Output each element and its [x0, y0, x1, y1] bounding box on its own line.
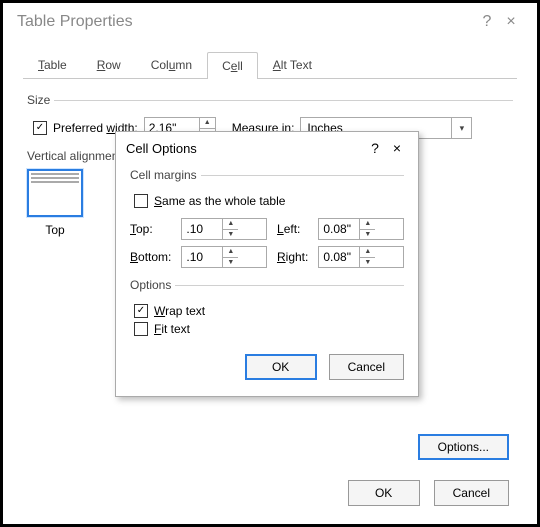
same-as-table-checkbox[interactable]: [134, 194, 148, 208]
right-margin-spinner[interactable]: ▲▼: [318, 246, 404, 268]
fit-text-checkbox[interactable]: [134, 322, 148, 336]
tab-cell[interactable]: Cell: [207, 52, 258, 79]
fit-text-label: Fit text: [154, 322, 190, 336]
chevron-down-icon[interactable]: ▾: [451, 118, 471, 138]
ok-button[interactable]: OK: [348, 480, 420, 506]
inner-title: Cell Options: [126, 141, 364, 156]
tab-table[interactable]: Table: [23, 51, 82, 78]
wrap-text-label: Wrap text: [154, 304, 205, 318]
left-margin-input[interactable]: [319, 219, 359, 239]
top-margin-label: Top:: [130, 222, 171, 236]
titlebar: Table Properties ? ×: [3, 3, 537, 39]
inner-cancel-button[interactable]: Cancel: [329, 354, 404, 380]
inner-close-icon[interactable]: ×: [386, 140, 408, 156]
tab-alt-text[interactable]: Alt Text: [258, 51, 327, 78]
options-group: Options Wrap text Fit text: [130, 278, 404, 338]
close-icon[interactable]: ×: [499, 13, 523, 31]
preferred-width-checkbox[interactable]: [33, 121, 47, 135]
bottom-margin-spinner[interactable]: ▲▼: [181, 246, 267, 268]
align-top-thumb[interactable]: [27, 169, 83, 217]
top-margin-spinner[interactable]: ▲▼: [181, 218, 267, 240]
align-top-caption: Top: [27, 223, 83, 237]
cancel-button[interactable]: Cancel: [434, 480, 509, 506]
left-margin-label: Left:: [277, 222, 308, 236]
left-margin-spinner[interactable]: ▲▼: [318, 218, 404, 240]
same-as-table-label: Same as the whole table: [154, 194, 285, 208]
inner-ok-button[interactable]: OK: [245, 354, 317, 380]
tab-strip: Table Row Column Cell Alt Text: [23, 51, 517, 79]
tab-row[interactable]: Row: [82, 51, 136, 78]
options-button[interactable]: Options...: [418, 434, 509, 460]
cell-margins-legend: Cell margins: [130, 168, 201, 182]
tab-column[interactable]: Column: [136, 51, 207, 78]
table-properties-dialog: Table Properties ? × Table Row Column Ce…: [3, 3, 537, 524]
right-margin-input[interactable]: [319, 247, 359, 267]
cell-options-dialog: Cell Options ? × Cell margins Same as th…: [115, 131, 419, 397]
right-margin-label: Right:: [277, 250, 308, 264]
help-icon[interactable]: ?: [475, 13, 499, 31]
size-legend: Size: [27, 93, 54, 107]
wrap-text-checkbox[interactable]: [134, 304, 148, 318]
inner-help-icon[interactable]: ?: [364, 140, 386, 156]
cell-margins-group: Cell margins Same as the whole table Top…: [130, 168, 404, 268]
inner-titlebar: Cell Options ? ×: [116, 132, 418, 164]
bottom-margin-input[interactable]: [182, 247, 222, 267]
options-legend: Options: [130, 278, 175, 292]
dialog-title: Table Properties: [17, 13, 475, 31]
top-margin-input[interactable]: [182, 219, 222, 239]
bottom-margin-label: Bottom:: [130, 250, 171, 264]
